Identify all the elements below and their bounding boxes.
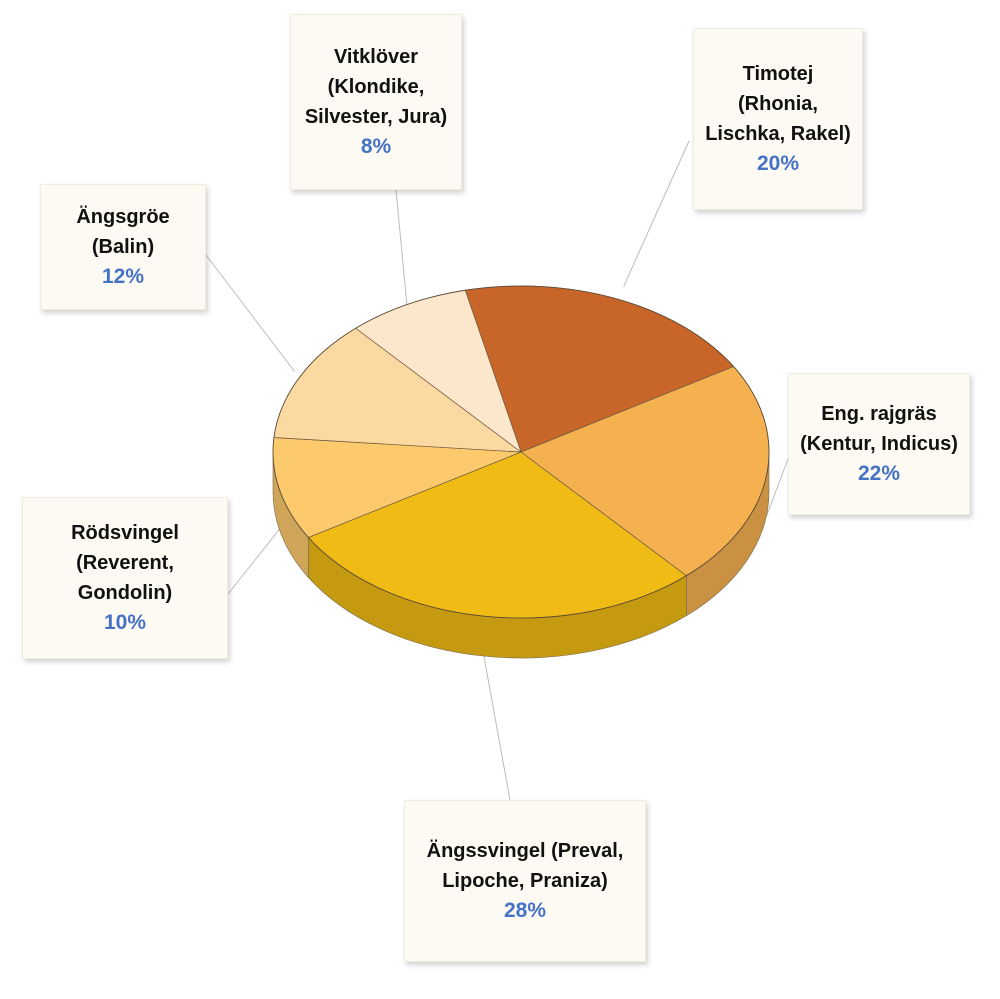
slice-value-label: 20% bbox=[756, 152, 800, 175]
slice-callout-6: Vitklöver (Klondike, Silvester, Jura) 8% bbox=[290, 14, 462, 190]
slice-label: Vitklöver (Klondike, Silvester, Jura) bbox=[304, 46, 448, 128]
slice-value-label: 22% bbox=[857, 462, 901, 485]
leader-line-6 bbox=[395, 189, 408, 305]
slice-label: Timotej (Rhonia, Lischka, Rakel) bbox=[705, 63, 851, 145]
slice-value-label: 8% bbox=[360, 135, 392, 158]
slice-callout-5: Ängsgröe (Balin) 12% bbox=[40, 184, 206, 310]
slice-callout-2: Eng. rajgräs (Kentur, Indicus) 22% bbox=[788, 373, 970, 515]
leader-lines bbox=[205, 140, 789, 801]
leader-line-1 bbox=[623, 140, 690, 287]
leader-line-3 bbox=[483, 656, 511, 801]
slice-value-label: 10% bbox=[103, 611, 147, 634]
slice-label: Rödsvingel (Reverent, Gondolin) bbox=[71, 522, 179, 604]
slice-label: Eng. rajgräs (Kentur, Indicus) bbox=[800, 403, 958, 455]
slice-value-label: 12% bbox=[101, 265, 145, 288]
leader-line-5 bbox=[205, 254, 295, 372]
slice-callout-1: Timotej (Rhonia, Lischka, Rakel) 20% bbox=[693, 28, 863, 210]
slice-label: Ängssvingel (Preval, Lipoche, Praniza) bbox=[426, 840, 624, 892]
pie-top-faces bbox=[272, 285, 770, 619]
pie-rim bbox=[272, 285, 770, 619]
slice-value-label: 28% bbox=[503, 899, 547, 922]
leader-line-4 bbox=[227, 529, 280, 595]
slice-callout-3: Ängssvingel (Preval, Lipoche, Praniza) 28… bbox=[404, 800, 646, 962]
slice-callout-4: Rödsvingel (Reverent, Gondolin) 10% bbox=[22, 497, 228, 659]
slice-label: Ängsgröe (Balin) bbox=[76, 206, 170, 258]
leader-line-2 bbox=[766, 458, 789, 516]
